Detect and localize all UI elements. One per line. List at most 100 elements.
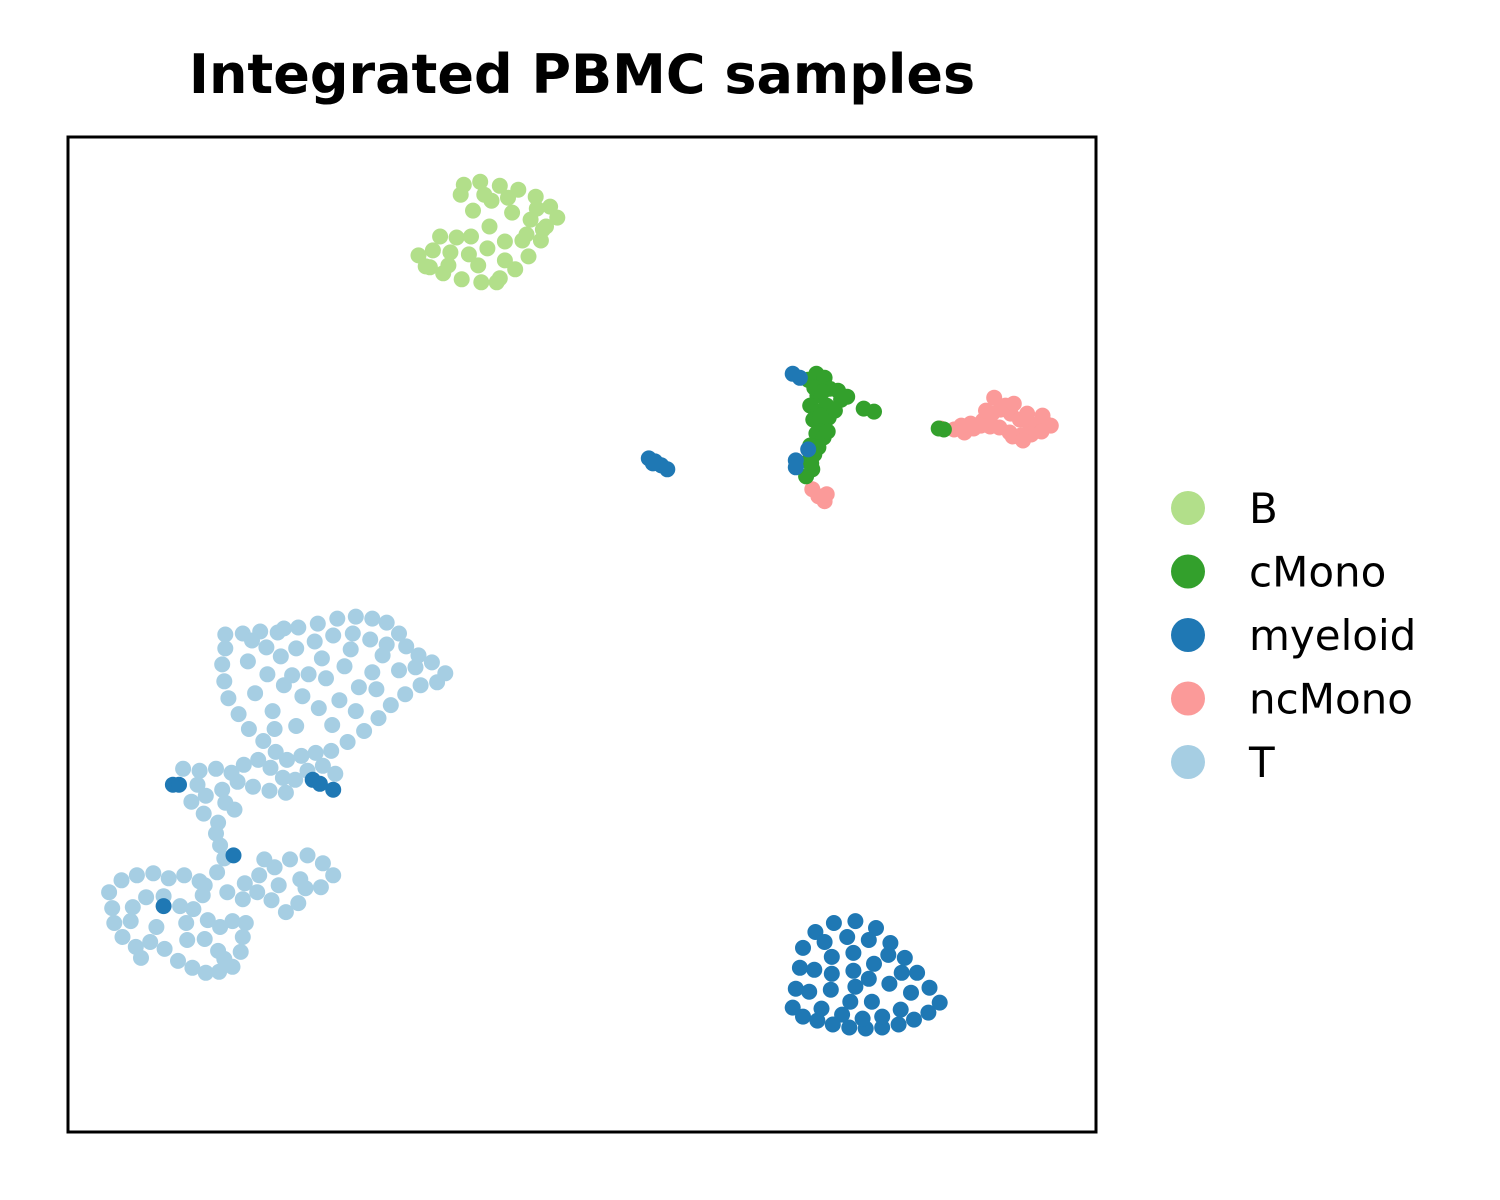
point-T (368, 681, 385, 698)
point-T (299, 847, 316, 864)
point-T (264, 703, 281, 720)
point-B (481, 218, 498, 235)
point-T (329, 610, 346, 627)
point-cMono (819, 423, 836, 440)
point-T (234, 929, 251, 945)
point-myeloid (816, 934, 833, 950)
point-T (350, 679, 367, 696)
point-cMono (935, 421, 952, 438)
point-myeloid (863, 993, 880, 1010)
point-T (237, 915, 254, 931)
point-T (244, 632, 260, 649)
point-T (429, 674, 446, 691)
point-myeloid (881, 975, 898, 992)
point-T (128, 867, 145, 884)
point-myeloid (795, 1008, 811, 1025)
point-T (331, 692, 348, 709)
point-T (258, 639, 275, 656)
point-T (397, 686, 414, 703)
point-T (370, 710, 387, 727)
point-myeloid (931, 994, 948, 1011)
point-T (306, 633, 323, 650)
point-T (398, 638, 415, 655)
point-myeloid (787, 459, 804, 476)
point-myeloid (795, 939, 811, 956)
point-myeloid (845, 944, 862, 961)
point-T (314, 855, 331, 872)
point-T (423, 654, 440, 671)
point-B (528, 200, 545, 217)
point-myeloid (842, 993, 859, 1010)
point-T (267, 743, 284, 760)
point-cMono (839, 388, 856, 405)
point-myeloid (823, 965, 840, 982)
point-myeloid (800, 441, 817, 458)
point-B (453, 271, 470, 288)
point-T (189, 776, 206, 793)
point-B (504, 204, 521, 221)
point-T (170, 952, 186, 969)
point-T (114, 929, 131, 945)
legend-entry-ncMono: ncMono (1171, 675, 1413, 724)
point-T (325, 867, 342, 884)
point-T (142, 934, 159, 950)
point-T (347, 703, 364, 720)
point-T (313, 650, 330, 667)
point-T (318, 670, 334, 687)
point-T (191, 873, 208, 890)
point-B (432, 228, 449, 245)
point-myeloid (311, 775, 328, 792)
point-T (219, 884, 236, 901)
point-T (274, 769, 291, 786)
point-ncMono (1019, 405, 1036, 422)
point-T (208, 760, 224, 777)
point-T (209, 864, 226, 881)
point-B (527, 188, 544, 205)
point-ncMono (1034, 407, 1051, 424)
point-T (224, 913, 241, 930)
point-T (364, 610, 381, 627)
point-myeloid (839, 929, 856, 945)
point-T (195, 805, 212, 822)
point-myeloid (866, 955, 882, 972)
point-T (364, 664, 381, 681)
point-T (247, 685, 264, 702)
legend-marker (1171, 745, 1205, 779)
legend-label: B (1249, 484, 1278, 533)
point-T (325, 627, 342, 644)
point-T (251, 867, 268, 884)
point-T (124, 899, 141, 916)
point-T (256, 851, 273, 868)
point-myeloid (809, 1012, 826, 1029)
point-T (216, 950, 233, 967)
legend-label: ncMono (1249, 675, 1413, 724)
legend-entry-cMono: cMono (1171, 548, 1386, 597)
point-myeloid (909, 964, 926, 981)
point-myeloid (841, 1019, 858, 1036)
point-myeloid (225, 847, 242, 864)
point-T (391, 625, 407, 642)
point-B (520, 248, 537, 265)
legend-entry-T: T (1171, 738, 1275, 787)
legend-label: T (1248, 738, 1275, 787)
point-myeloid (874, 1008, 891, 1025)
legend-label: cMono (1249, 548, 1386, 597)
point-T (184, 959, 201, 976)
point-T (214, 781, 231, 798)
point-myeloid (896, 949, 913, 966)
point-T (160, 870, 177, 887)
point-myeloid (906, 1011, 922, 1028)
chart-title: Integrated PBMC samples (189, 43, 975, 106)
point-B (479, 240, 496, 257)
point-myeloid (834, 1006, 851, 1023)
point-B (476, 186, 493, 203)
point-myeloid (801, 983, 818, 1000)
legend-marker (1171, 554, 1205, 589)
point-T (145, 865, 162, 882)
point-T (239, 653, 256, 670)
point-T (211, 963, 228, 980)
point-myeloid (893, 964, 910, 981)
point-T (279, 751, 295, 768)
